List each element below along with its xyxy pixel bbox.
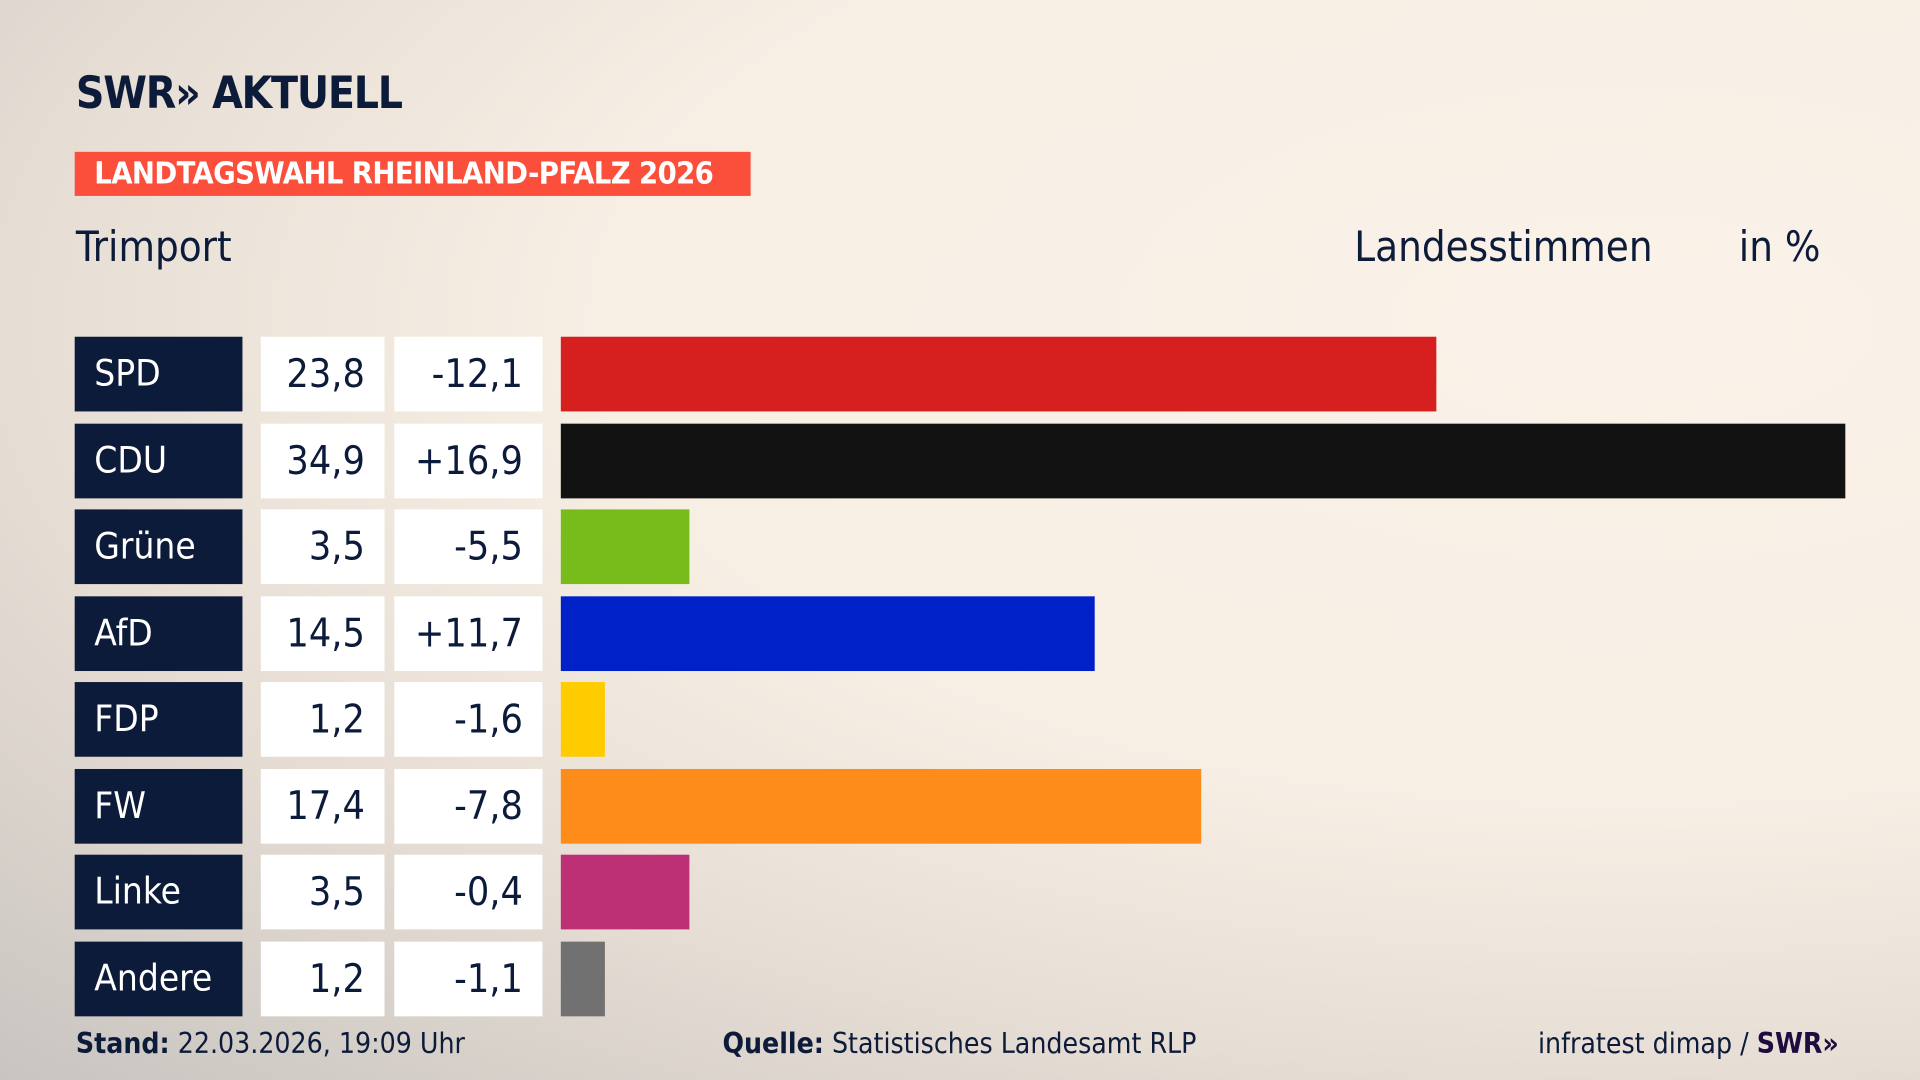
- diff-label: +16,9: [394, 423, 543, 498]
- bar: [560, 509, 690, 585]
- value-label: 1,2: [260, 682, 385, 757]
- diff-label: -12,1: [394, 336, 543, 412]
- source-label: Quelle:: [722, 1028, 824, 1061]
- diff-label: -0,4: [394, 854, 543, 930]
- value-label: 34,9: [260, 423, 385, 498]
- party-label: AfD: [74, 595, 243, 671]
- credit: infratest dimap / SWR»: [1538, 1029, 1839, 1061]
- party-label: Linke: [74, 854, 243, 930]
- stand-label: Stand:: [75, 1028, 170, 1061]
- unit-label: in %: [1738, 222, 1821, 272]
- bar: [560, 941, 605, 1016]
- party-label: SPD: [74, 336, 243, 412]
- value-label: 17,4: [260, 768, 385, 844]
- diff-label: +11,7: [394, 595, 543, 671]
- diff-label: -1,1: [394, 941, 543, 1016]
- bar: [560, 336, 1437, 412]
- bar: [560, 595, 1095, 671]
- bar: [560, 423, 1846, 498]
- value-label: 23,8: [260, 336, 385, 412]
- swr-aktuell-logo: SWR» AKTUELL: [75, 68, 403, 119]
- value-label: 3,5: [260, 509, 385, 585]
- diff-label: -7,8: [394, 768, 543, 844]
- source: Quelle: Statistisches Landesamt RLP: [722, 1029, 1196, 1061]
- value-label: 3,5: [260, 854, 385, 930]
- diff-label: -1,6: [394, 682, 543, 757]
- measure-label: Landesstimmen: [1354, 222, 1653, 272]
- value-label: 1,2: [260, 941, 385, 1016]
- value-label: 14,5: [260, 595, 385, 671]
- place-title: Trimport: [75, 222, 232, 272]
- source-value: Statistisches Landesamt RLP: [831, 1028, 1197, 1061]
- party-label: FW: [74, 768, 243, 844]
- bar: [560, 854, 690, 930]
- credit-text: infratest dimap /: [1537, 1028, 1749, 1061]
- bar: [560, 682, 605, 757]
- diff-label: -5,5: [394, 509, 543, 585]
- party-label: CDU: [74, 423, 243, 498]
- party-label: Andere: [74, 941, 243, 1016]
- swr-logo: SWR»: [1756, 1028, 1839, 1061]
- party-label: FDP: [74, 682, 243, 757]
- election-banner: LANDTAGSWAHL RHEINLAND-PFALZ 2026: [74, 151, 751, 196]
- bar: [560, 768, 1202, 844]
- stand: Stand: 22.03.2026, 19:09 Uhr: [76, 1029, 465, 1061]
- stand-value: 22.03.2026, 19:09 Uhr: [177, 1028, 465, 1061]
- party-label: Grüne: [74, 509, 243, 585]
